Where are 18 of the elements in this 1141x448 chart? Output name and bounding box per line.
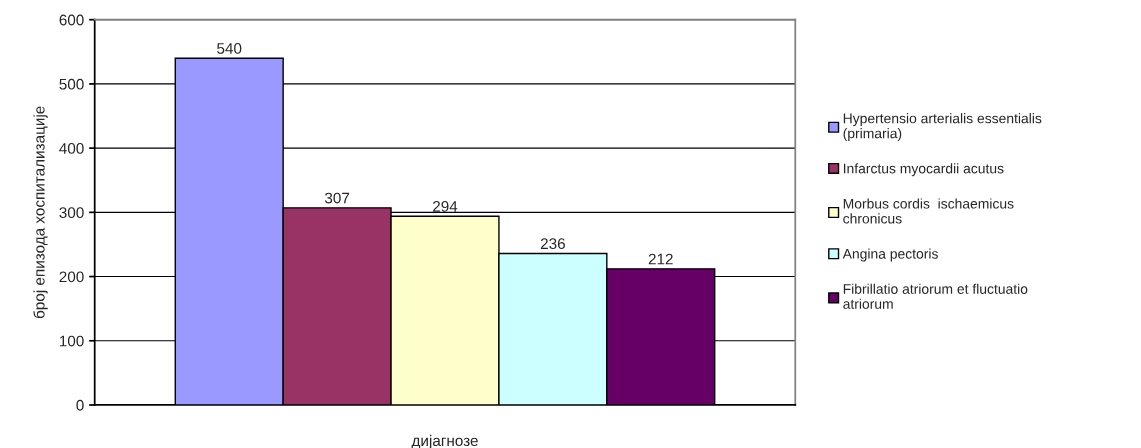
data-label: 540 (217, 43, 242, 54)
data-label: 236 (540, 238, 565, 250)
data-label: 212 (648, 253, 673, 265)
data-label: 307 (324, 192, 350, 204)
legend-label: Hypertensio arterialis essentialis (primaria) (843, 113, 1042, 142)
legend-label: Morbus cordis ischaemicus chronicus (843, 198, 1014, 224)
legend-label: Infarctus myocardii acutus (843, 163, 1004, 177)
legend-label: Fibrillatio atriorum et fluctuatio atriorum (843, 283, 1028, 309)
data-label: 294 (433, 200, 458, 212)
y-tick-label: 600 (59, 14, 84, 26)
y-tick-label: 0 (76, 399, 84, 411)
y-tick-label: 500 (59, 78, 84, 90)
y-axis-title: број епизода хоспитализације (33, 106, 48, 319)
y-tick-label: 100 (59, 335, 84, 347)
y-tick-label: 400 (59, 143, 84, 154)
legend-label: Angina pectoris (842, 248, 938, 262)
y-tick-label: 200 (59, 271, 84, 283)
y-tick-label: 300 (59, 207, 84, 219)
